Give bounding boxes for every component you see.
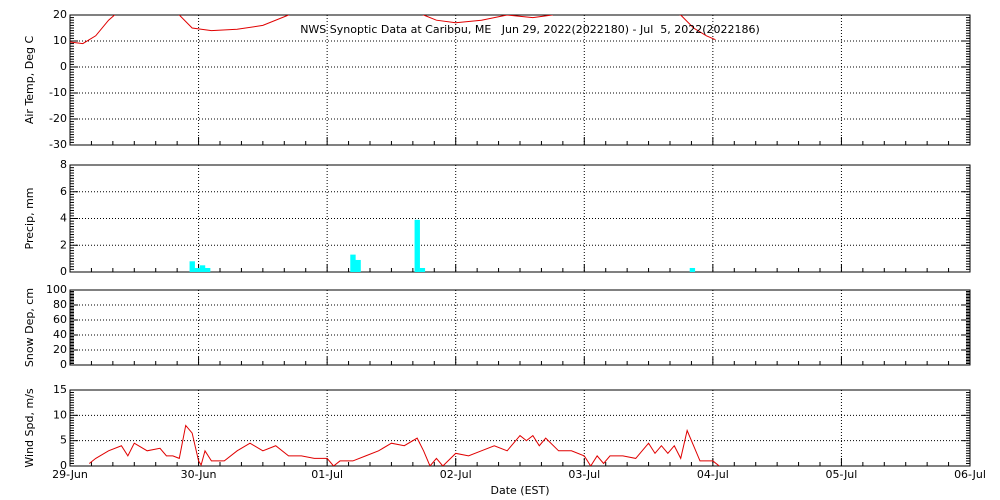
x-tick-label: 02-Jul — [440, 468, 472, 481]
y-axis-label: Precip, mm — [23, 188, 36, 250]
x-tick-label: 01-Jul — [311, 468, 343, 481]
line-series — [88, 424, 720, 466]
bar — [205, 267, 211, 272]
y-tick-label: 20 — [53, 8, 67, 21]
bar — [689, 267, 696, 272]
y-tick-label: -30 — [49, 138, 67, 151]
x-tick-label: 04-Jul — [697, 468, 729, 481]
y-tick-label: 4 — [60, 212, 67, 225]
bar — [419, 267, 426, 272]
bar — [189, 261, 195, 272]
x-tick-label: 30-Jun — [181, 468, 217, 481]
y-axis-label: Snow Dep, cm — [23, 288, 36, 367]
chart-title: NWS Synoptic Data at Caribou, ME Jun 29,… — [300, 23, 760, 36]
panel-frame — [69, 389, 971, 467]
plot-area — [189, 219, 696, 272]
y-tick-label: 10 — [53, 408, 67, 421]
y-axis-label: Air Temp, Deg C — [23, 36, 36, 125]
y-tick-label: 2 — [60, 238, 67, 251]
x-tick-label: 29-Jun — [52, 468, 88, 481]
bar — [199, 265, 206, 272]
panel-frame — [69, 164, 971, 273]
y-tick-label: 80 — [53, 298, 67, 311]
plot-area — [88, 424, 720, 466]
y-tick-label: 20 — [53, 343, 67, 356]
panel-frame — [69, 289, 971, 366]
y-tick-label: 15 — [53, 383, 67, 396]
x-axis-label: Date (EST) — [490, 484, 549, 497]
y-tick-label: 0 — [60, 358, 67, 371]
y-tick-label: 6 — [60, 185, 67, 198]
y-tick-label: 8 — [60, 158, 67, 171]
panel-frame — [69, 14, 971, 146]
y-tick-label: 0 — [60, 265, 67, 278]
y-tick-label: 10 — [53, 34, 67, 47]
y-tick-label: -10 — [49, 86, 67, 99]
x-tick-label: 06-Jul — [954, 468, 986, 481]
y-tick-label: 60 — [53, 313, 67, 326]
y-tick-label: 40 — [53, 328, 67, 341]
y-tick-label: 0 — [60, 60, 67, 73]
x-tick-label: 05-Jul — [825, 468, 857, 481]
y-tick-label: 5 — [60, 434, 67, 447]
x-tick-label: 03-Jul — [568, 468, 600, 481]
bar — [414, 219, 420, 272]
y-tick-label: -20 — [49, 112, 67, 125]
bar — [194, 267, 201, 272]
y-tick-label: 0 — [60, 459, 67, 472]
bar — [355, 259, 361, 272]
y-axis-label: Wind Spd, m/s — [23, 388, 36, 468]
plot-area — [70, 15, 716, 45]
bar — [350, 254, 356, 272]
line-series — [70, 15, 716, 45]
y-tick-label: 100 — [46, 283, 67, 296]
